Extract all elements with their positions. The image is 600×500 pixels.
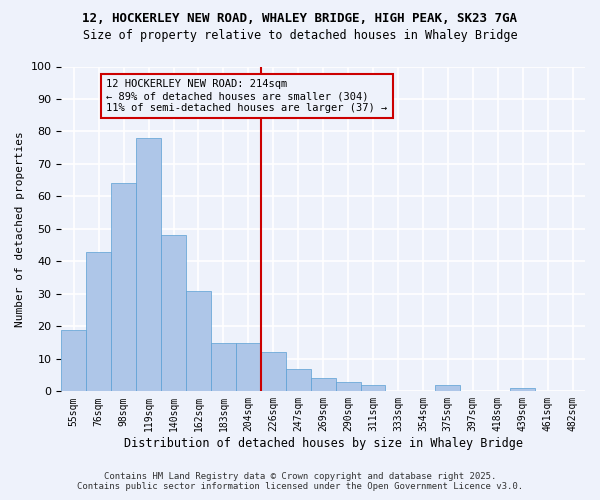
Bar <box>510 388 535 392</box>
Bar <box>436 385 460 392</box>
Bar <box>335 382 361 392</box>
Text: Contains HM Land Registry data © Crown copyright and database right 2025.
Contai: Contains HM Land Registry data © Crown c… <box>77 472 523 491</box>
Bar <box>161 236 186 392</box>
Text: 12, HOCKERLEY NEW ROAD, WHALEY BRIDGE, HIGH PEAK, SK23 7GA: 12, HOCKERLEY NEW ROAD, WHALEY BRIDGE, H… <box>83 12 517 26</box>
Bar <box>61 330 86 392</box>
Bar <box>211 342 236 392</box>
Bar <box>286 368 311 392</box>
Text: Size of property relative to detached houses in Whaley Bridge: Size of property relative to detached ho… <box>83 29 517 42</box>
Bar <box>261 352 286 392</box>
Bar <box>186 290 211 392</box>
Bar <box>111 184 136 392</box>
Bar <box>136 138 161 392</box>
Bar <box>236 342 261 392</box>
Bar <box>86 252 111 392</box>
Bar <box>361 385 385 392</box>
Text: 12 HOCKERLEY NEW ROAD: 214sqm
← 89% of detached houses are smaller (304)
11% of : 12 HOCKERLEY NEW ROAD: 214sqm ← 89% of d… <box>106 80 388 112</box>
Y-axis label: Number of detached properties: Number of detached properties <box>15 131 25 327</box>
X-axis label: Distribution of detached houses by size in Whaley Bridge: Distribution of detached houses by size … <box>124 437 523 450</box>
Bar <box>311 378 335 392</box>
